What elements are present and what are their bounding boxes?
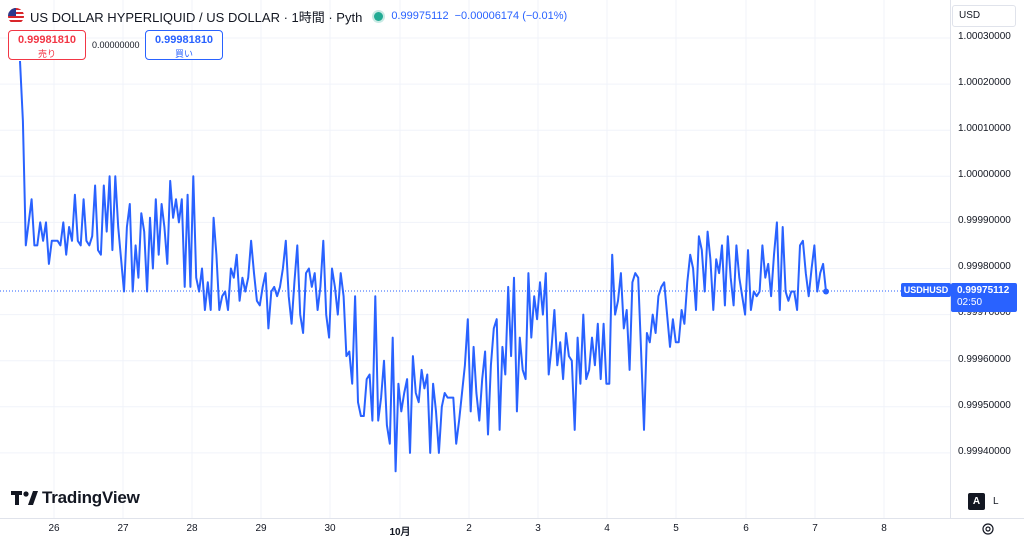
sell-label: 売り (37, 49, 56, 59)
symbol-title[interactable]: US DOLLAR HYPERLIQUID / US DOLLAR · 1時間 … (30, 9, 363, 25)
last-price-value: 0.99975112 (957, 285, 1010, 296)
x-tick: 4 (604, 523, 610, 534)
x-tick: 26 (48, 523, 60, 534)
x-tick: 6 (743, 523, 749, 534)
bar-countdown: 02:50 (957, 297, 983, 308)
y-tick: 1.00030000 (958, 31, 1011, 42)
live-status-dot-icon (374, 11, 384, 21)
y-tick: 0.99960000 (958, 354, 1011, 365)
y-tick: 1.00020000 (958, 77, 1011, 88)
y-tick: 0.99950000 (958, 400, 1011, 411)
y-tick: 0.99980000 (958, 261, 1011, 272)
gear-icon[interactable] (981, 522, 995, 536)
sell-button[interactable]: 0.99981810 売り (8, 30, 86, 60)
y-tick: 1.00010000 (958, 123, 1011, 134)
buy-price: 0.99981810 (154, 34, 214, 46)
change-value: −0.00006174 (−0.01%) (454, 10, 568, 22)
spread-value: 0.00000000 (92, 40, 140, 50)
x-tick: 3 (535, 523, 541, 534)
buy-label: 買い (174, 49, 193, 59)
currency-selector[interactable]: USD (952, 5, 1016, 27)
x-tick: 28 (186, 523, 198, 534)
price-series-line (19, 60, 827, 473)
tradingview-logo[interactable]: TradingView (11, 488, 140, 508)
chart-grid (0, 0, 950, 518)
auto-scale-button[interactable]: A (968, 493, 985, 510)
x-tick: 29 (255, 523, 267, 534)
y-tick: 1.00000000 (958, 169, 1011, 180)
y-tick: 0.99970000 (958, 307, 1011, 318)
price-scale[interactable] (950, 0, 1024, 518)
time-axis[interactable] (0, 518, 1024, 548)
chart-header: US DOLLAR HYPERLIQUID / US DOLLAR · 1時間 … (8, 7, 573, 25)
y-tick: 0.99990000 (958, 215, 1011, 226)
x-tick: 10月 (389, 527, 411, 538)
symbol-price-tag: USDHUSD (901, 283, 951, 297)
y-tick: 0.99940000 (958, 446, 1011, 457)
last-price-dot (823, 288, 829, 295)
last-price-label: 0.99975112 02:50 (951, 283, 1017, 312)
x-tick: 5 (673, 523, 679, 534)
x-tick: 30 (324, 523, 336, 534)
sell-price: 0.99981810 (17, 34, 77, 46)
log-scale-button[interactable]: L (993, 496, 999, 507)
us-flag-icon (8, 8, 24, 24)
tradingview-logo-text: TradingView (42, 488, 140, 507)
buy-button[interactable]: 0.99981810 買い (145, 30, 223, 60)
x-tick: 7 (812, 523, 818, 534)
x-tick: 27 (117, 523, 129, 534)
x-tick: 2 (466, 523, 472, 534)
last-value: 0.99975112 (391, 10, 449, 22)
x-tick: 8 (881, 523, 887, 534)
tradingview-logo-icon (11, 491, 38, 505)
